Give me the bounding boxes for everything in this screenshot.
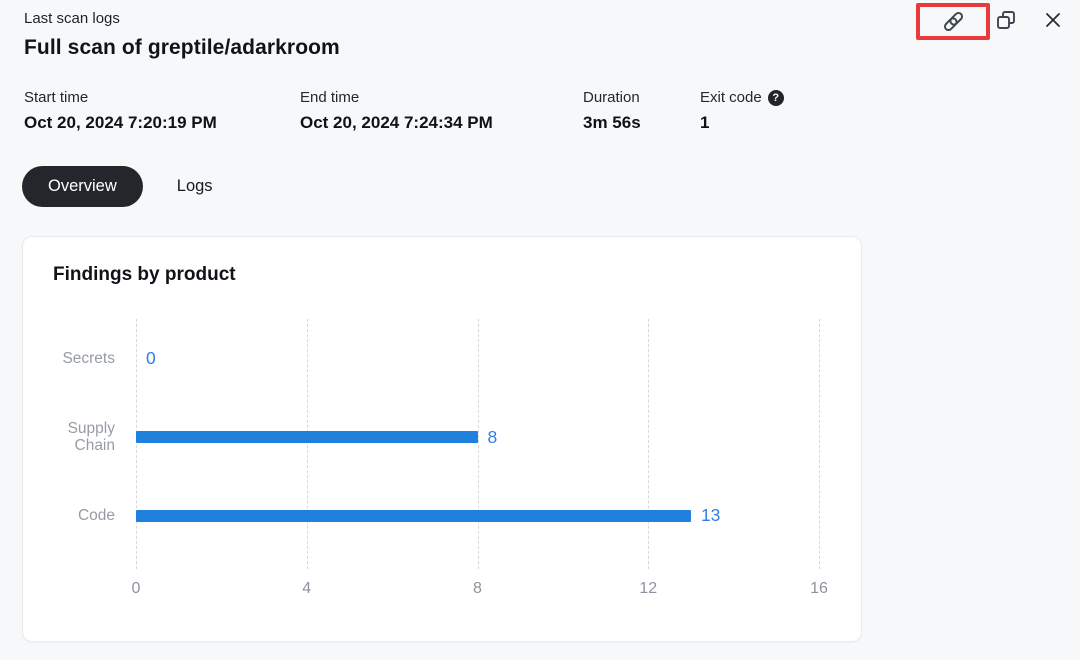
meta-label: Exit code (700, 89, 762, 106)
chart-title: Findings by product (53, 264, 236, 285)
copy-link-button[interactable] (940, 8, 966, 34)
bar-chart: 0 4 8 12 16 Secrets 0 Supply Chain 8 Code 13 (23, 237, 861, 641)
x-tick-label: 4 (302, 580, 312, 597)
grid-line (306, 319, 308, 569)
copy-icon (994, 8, 1018, 32)
tab-bar: Overview Logs (22, 166, 217, 207)
meta-value: Oct 20, 2024 7:20:19 PM (24, 113, 217, 132)
bar-value-label: 8 (487, 426, 498, 447)
grid-line (648, 319, 650, 569)
category-label: Secrets (62, 349, 115, 367)
meta-label: Start time (24, 89, 89, 106)
x-tick-label: 16 (810, 580, 828, 597)
meta-duration: Duration 3m 56s (583, 89, 641, 133)
category-label: Code (77, 507, 115, 525)
close-button[interactable] (1040, 7, 1066, 33)
meta-label: End time (300, 89, 360, 106)
close-icon (1041, 8, 1065, 32)
meta-start-time: Start time Oct 20, 2024 7:20:19 PM (24, 89, 217, 133)
meta-value: 1 (700, 113, 710, 132)
grid-line (819, 319, 820, 569)
copy-button[interactable] (993, 7, 1019, 33)
x-tick-label: 12 (639, 580, 658, 597)
grid-line (477, 319, 479, 569)
tab-overview[interactable]: Overview (22, 166, 143, 207)
tab-logs[interactable]: Logs (176, 177, 213, 195)
bar (136, 509, 691, 522)
grid-line (136, 319, 137, 569)
page-title: Full scan of greptile/adarkroom (24, 36, 340, 59)
help-icon[interactable]: ? (767, 89, 784, 106)
x-tick-label: 8 (473, 580, 482, 597)
link-icon (941, 9, 966, 34)
category-label: Supply Chain (67, 420, 115, 454)
bar (136, 431, 478, 443)
x-tick-label: 0 (131, 580, 141, 597)
meta-label: Duration (583, 89, 640, 106)
page-eyebrow: Last scan logs (24, 10, 120, 27)
meta-exit-code: Exit code ? 1 (700, 89, 784, 133)
meta-end-time: End time Oct 20, 2024 7:24:34 PM (300, 89, 493, 133)
bar-value-label: 13 (700, 505, 721, 526)
findings-card: Findings by product 0 4 8 12 16 Secrets 0 Suppl… (22, 236, 862, 642)
bar-value-label: 0 (146, 347, 156, 368)
meta-value: Oct 20, 2024 7:24:34 PM (300, 113, 493, 132)
meta-value: 3m 56s (583, 113, 641, 132)
